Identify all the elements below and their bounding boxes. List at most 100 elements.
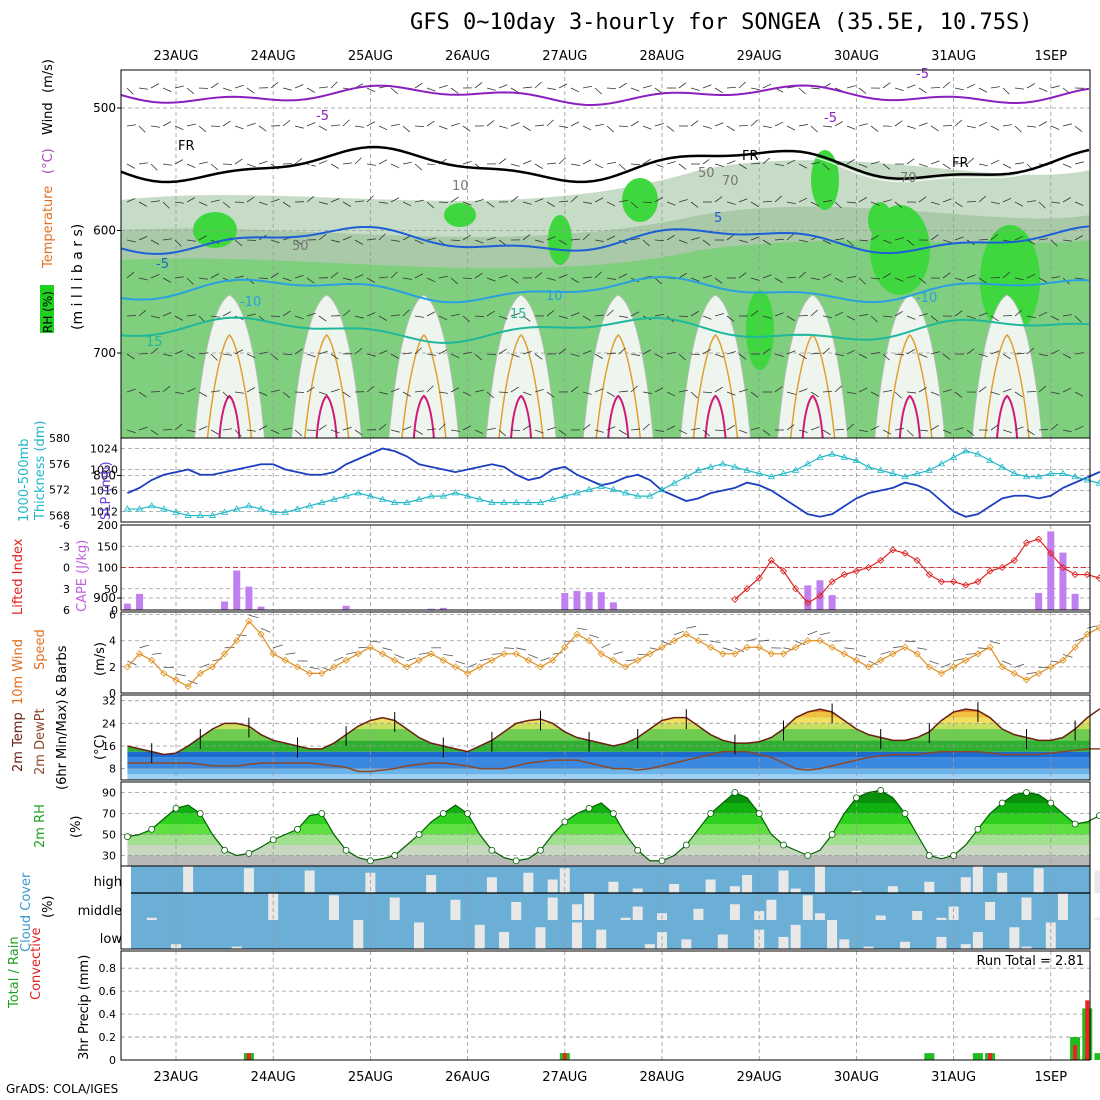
wind-barb bbox=[1026, 273, 1036, 279]
temp2m-panel: 32 24 16 8 2m Temp 2m DewPt (6hr Min/Max) (°C) bbox=[11, 694, 1100, 790]
wind-barb bbox=[786, 125, 796, 131]
wind-speed-marker bbox=[196, 669, 204, 677]
wind-barb bbox=[162, 121, 172, 127]
wind-speed-marker bbox=[707, 643, 715, 651]
wind-barb-10m bbox=[455, 660, 466, 665]
wind-barb bbox=[630, 201, 638, 209]
wind-barb-10m bbox=[1087, 625, 1098, 629]
wind-barb-10m bbox=[613, 651, 624, 655]
wind-barb bbox=[558, 83, 568, 89]
wind-barb bbox=[414, 82, 423, 89]
wind-barb bbox=[522, 201, 532, 205]
wind-barb bbox=[1038, 428, 1049, 431]
wind-barb bbox=[774, 121, 784, 127]
wind-barb bbox=[438, 84, 448, 89]
wind-barb bbox=[822, 273, 832, 279]
cloud-bar bbox=[985, 902, 996, 920]
wind-barb bbox=[690, 310, 699, 317]
wind-barb bbox=[738, 198, 748, 203]
thickness-marker bbox=[1022, 472, 1031, 480]
contour-label: -10 bbox=[916, 291, 937, 306]
wind-barb bbox=[846, 276, 856, 279]
wind-barb bbox=[342, 277, 352, 281]
wind-barb bbox=[954, 310, 963, 317]
wind-barb bbox=[786, 201, 796, 205]
cape-bar bbox=[597, 592, 605, 610]
wind-barb bbox=[978, 195, 987, 203]
wind-barb bbox=[138, 201, 148, 207]
wind-barb bbox=[942, 198, 952, 203]
wind-barb bbox=[366, 87, 376, 93]
cape-label: CAPE (J/kg) bbox=[75, 540, 90, 612]
thickness-marker bbox=[488, 498, 496, 506]
wind-barb bbox=[630, 353, 640, 356]
li-marker bbox=[755, 574, 763, 582]
wind-barb-10m bbox=[734, 647, 745, 653]
thickness-marker bbox=[864, 463, 873, 470]
wind-barb bbox=[858, 87, 867, 94]
chart-title: GFS 0~10day 3-hourly for SONGEA (35.5E, … bbox=[410, 10, 1033, 35]
cloud-bar bbox=[875, 915, 886, 920]
wind-barb-10m bbox=[212, 658, 223, 662]
slp-line bbox=[127, 447, 1100, 518]
wind-barb bbox=[810, 277, 820, 281]
wind-barb bbox=[870, 161, 880, 165]
wind-barb bbox=[846, 201, 856, 204]
wind-barb bbox=[966, 200, 977, 203]
thickness-marker bbox=[1047, 469, 1055, 476]
wind-barb bbox=[1038, 201, 1046, 209]
wind-barb bbox=[1014, 87, 1024, 90]
date-label-top: 30AUG bbox=[834, 49, 879, 64]
wind-barb bbox=[834, 121, 843, 127]
cloud-bar bbox=[972, 866, 983, 893]
wind-barb bbox=[918, 387, 927, 393]
wind-barb bbox=[498, 158, 507, 165]
wind-barb bbox=[126, 353, 135, 360]
wind-barb-10m bbox=[175, 673, 186, 677]
rh-marker bbox=[998, 799, 1006, 807]
wind-barb-10m bbox=[260, 627, 271, 633]
wind-speed-marker bbox=[378, 650, 387, 658]
wind-barb-10m bbox=[759, 639, 770, 642]
wind-barb bbox=[642, 239, 650, 247]
wind-barb bbox=[438, 275, 448, 279]
wind-barb bbox=[390, 87, 399, 95]
wind-speed-line bbox=[126, 620, 1100, 688]
wind-barb bbox=[390, 123, 400, 127]
li-marker bbox=[816, 592, 824, 600]
wind-barb bbox=[162, 238, 172, 241]
wind-barb bbox=[486, 391, 495, 399]
rh-marker bbox=[366, 857, 374, 865]
wind-barb bbox=[1062, 239, 1072, 242]
wind-barb bbox=[414, 390, 424, 393]
wind-barb bbox=[786, 391, 796, 395]
wind-barb bbox=[402, 161, 412, 165]
thickness-marker bbox=[816, 453, 824, 460]
thickness-marker bbox=[791, 466, 800, 473]
wind-barb bbox=[282, 87, 292, 91]
wind-barb bbox=[354, 274, 364, 279]
thickness-marker bbox=[585, 485, 593, 493]
cloud-bar bbox=[1094, 870, 1100, 893]
wind-barb bbox=[822, 429, 831, 436]
wind-barb bbox=[1050, 276, 1060, 279]
wind-barb bbox=[582, 424, 591, 431]
wind-speed-marker bbox=[646, 650, 654, 658]
thickness-marker bbox=[706, 463, 715, 470]
wind-barb bbox=[438, 349, 448, 355]
wind-barb bbox=[618, 82, 627, 89]
wind-speed-marker bbox=[913, 650, 921, 658]
rh-marker bbox=[221, 846, 229, 854]
wind-speed-marker bbox=[427, 650, 435, 658]
wind-barb bbox=[1074, 277, 1084, 280]
hot-isotherm bbox=[801, 394, 824, 439]
cloud-bar bbox=[632, 906, 643, 920]
rh-marker bbox=[439, 810, 447, 817]
wind-barb bbox=[570, 87, 580, 93]
wind-unit-label: (m/s) bbox=[93, 642, 108, 676]
rh-marker bbox=[537, 846, 544, 854]
wind-speed-marker bbox=[330, 663, 338, 671]
cloud-bar bbox=[669, 884, 680, 893]
wind-barb bbox=[1074, 425, 1084, 431]
date-label-bottom: 29AUG bbox=[737, 1070, 782, 1085]
